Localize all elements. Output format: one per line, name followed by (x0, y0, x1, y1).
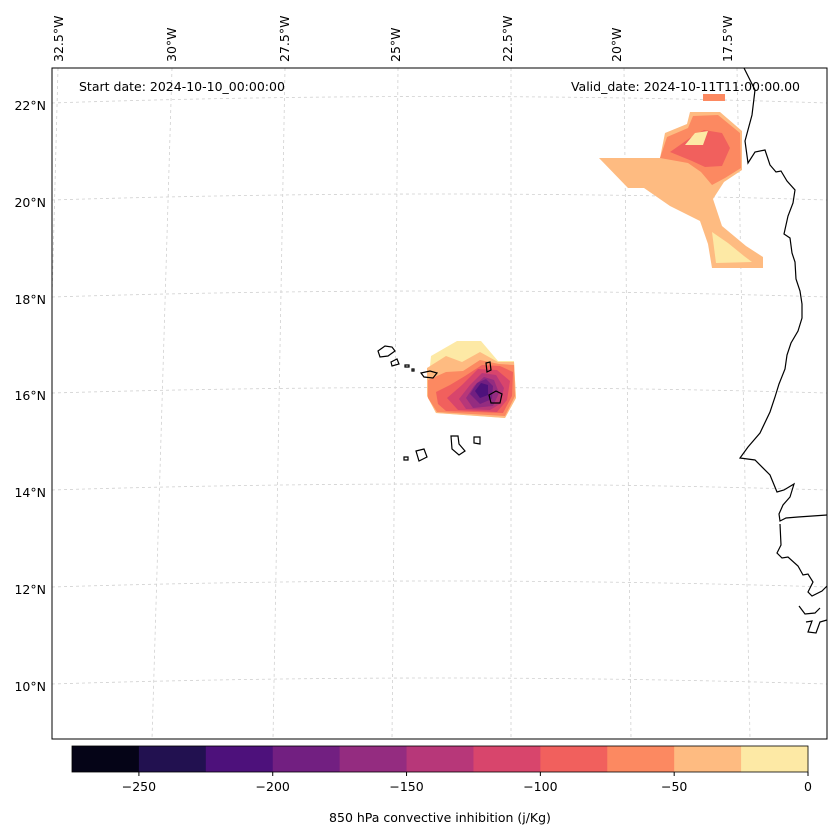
island (415, 448, 428, 462)
island (450, 435, 466, 456)
valid-date-label: Valid_date: 2024-10-11T11:00:00.00 (571, 79, 800, 94)
colorbar-band (272, 746, 341, 772)
lat-label: 18°N (14, 292, 46, 307)
colorbar-tick-label: 0 (804, 779, 812, 794)
lon-label: 25°W (388, 27, 403, 62)
lon-gridline (272, 67, 286, 740)
colorbar-band (473, 746, 541, 772)
island (488, 390, 503, 404)
lat-gridline (51, 290, 828, 298)
lon-label: 20°W (609, 27, 624, 62)
gridlines (51, 67, 828, 740)
colorbar-band (72, 746, 140, 772)
contour-band (670, 130, 730, 167)
cape-verde-field (427, 341, 516, 418)
colorbar-band (674, 746, 742, 772)
lat-gridline (51, 677, 828, 685)
lat-label: 12°N (14, 582, 46, 597)
lat-label: 22°N (14, 98, 46, 113)
colorbar-tick-label: −100 (523, 779, 557, 794)
lat-labels: 22°N 20°N 18°N 16°N 14°N 12°N 10°N (14, 98, 46, 694)
colorbar-tick-label: −200 (256, 779, 290, 794)
contour-band (685, 131, 708, 145)
colorbar-band (540, 746, 608, 772)
lon-label: 17.5°W (720, 16, 735, 62)
contour-band (712, 232, 752, 263)
colorbar-ticks: −250 −200 −150 −100 −50 0 (122, 772, 812, 794)
lon-gridline (151, 67, 173, 740)
lat-label: 16°N (14, 388, 46, 403)
lat-gridline (51, 580, 828, 588)
colorbar-tick-label: −50 (661, 779, 687, 794)
lon-gridline (623, 67, 632, 740)
lon-label: 22.5°W (500, 16, 515, 62)
colorbar-band (607, 746, 675, 772)
lon-labels: 32.5°W 30°W 27.5°W 25°W 22.5°W 20°W 17.5… (51, 16, 735, 62)
lat-gridline (51, 483, 828, 491)
colorbar-band (138, 746, 207, 772)
start-date-label: Start date: 2024-10-10_00:00:00 (79, 79, 285, 94)
mauritania-field (599, 94, 763, 268)
africa-coastline (776, 523, 828, 597)
island (419, 370, 439, 379)
lon-gridline (391, 67, 399, 740)
map-frame (51, 67, 828, 740)
colorbar-label: 850 hPa convective inhibition (j/Kg) (329, 810, 551, 825)
colorbar (72, 746, 809, 772)
lon-label: 30°W (164, 27, 179, 62)
colorbar-band (406, 746, 474, 772)
colorbar-tick-label: −150 (389, 779, 423, 794)
coastlines (377, 67, 828, 634)
colorbar-frame (71, 745, 809, 773)
colorbar-tick-label: −250 (122, 779, 156, 794)
africa-coastline (798, 605, 821, 615)
lat-label: 20°N (14, 195, 46, 210)
contour-band (475, 383, 488, 398)
island (390, 358, 400, 367)
lat-label: 14°N (14, 485, 46, 500)
island (411, 368, 415, 372)
colorbar-band (205, 746, 274, 772)
island (403, 456, 409, 461)
lon-label: 32.5°W (51, 16, 66, 62)
africa-coastline (805, 619, 828, 634)
africa-coastline (738, 67, 828, 522)
island (485, 361, 492, 373)
lon-gridline (51, 67, 59, 301)
lon-gridline (736, 67, 751, 740)
lat-gridline (51, 387, 828, 394)
island (404, 364, 410, 368)
island (473, 436, 481, 445)
lat-gridline (51, 96, 828, 104)
contour-band (703, 94, 725, 101)
island (377, 345, 396, 358)
colorbar-band (339, 746, 408, 772)
lat-gridline (51, 193, 828, 201)
colorbar-band (741, 746, 809, 772)
lat-label: 10°N (14, 679, 46, 694)
lon-label: 27.5°W (277, 16, 292, 62)
